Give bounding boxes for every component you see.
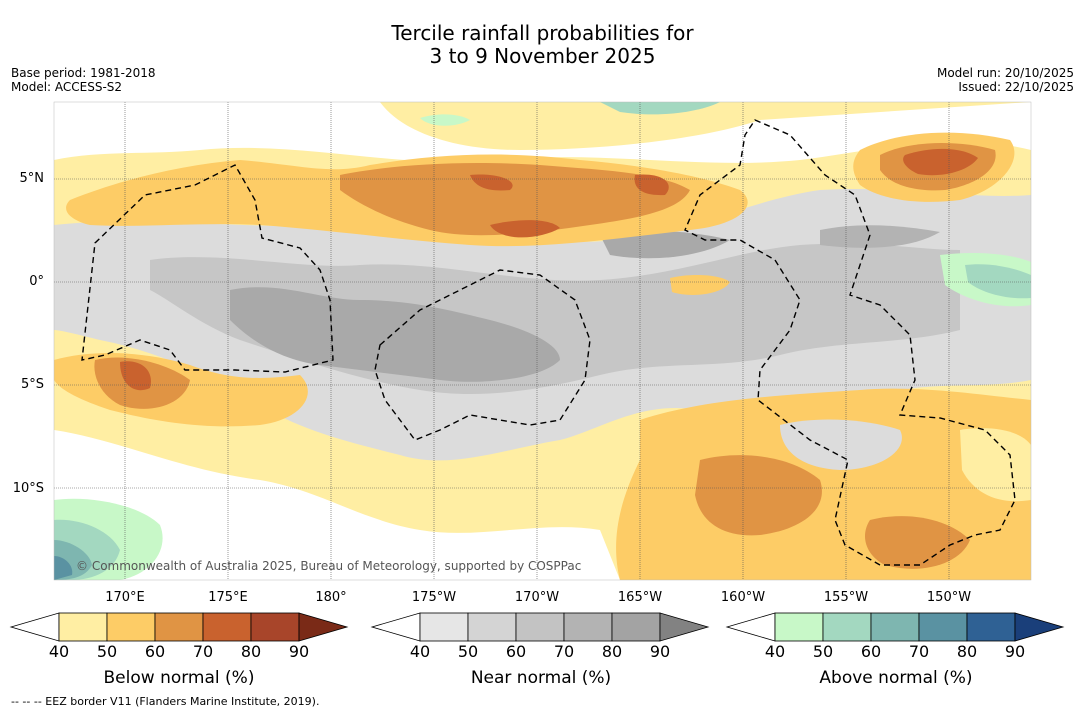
gridlines: [54, 102, 1031, 580]
map-frame: [53, 101, 1032, 581]
lat-label-5s: 5°S: [20, 377, 44, 392]
legend-swatch-high: [659, 612, 710, 642]
meta-right: Model run: 20/10/2025 Issued: 22/10/2025: [937, 66, 1074, 94]
legend-tick-label: 80: [240, 642, 262, 661]
title-line-1: Tercile rainfall probabilities for: [391, 21, 694, 45]
legend-tick-label: 70: [192, 642, 214, 661]
legend-title-below-normal: Below normal (%): [103, 668, 255, 688]
legend-tick-label: 40: [764, 642, 786, 661]
model-label: Model: ACCESS-S2: [11, 80, 123, 94]
copyright-text: © Commonwealth of Australia 2025, Bureau…: [76, 559, 581, 573]
field-below-normal-patch: [670, 274, 730, 295]
legend-tick-label: 60: [144, 642, 166, 661]
field-below-normal-se-70-b: [865, 516, 970, 569]
legend-tick-label: 50: [812, 642, 834, 661]
field-above-normal-n: [600, 102, 720, 115]
colorbar-above-normal: [725, 612, 1065, 642]
eez-borders: [81, 119, 1016, 566]
legend-swatch: [467, 612, 517, 642]
legend-tick-label: 60: [860, 642, 882, 661]
eez-footnote: -- -- -- EEZ border V11 (Flanders Marine…: [11, 695, 320, 708]
field-above-normal-e-60: [965, 264, 1031, 299]
legend-swatch: [202, 612, 252, 642]
meta-left: Base period: 1981-2018 Model: ACCESS-S2: [11, 66, 156, 94]
legend-tick-label: 60: [505, 642, 527, 661]
legend-tick-label: 50: [96, 642, 118, 661]
legend-tick-label: 40: [409, 642, 431, 661]
legend-swatch: [774, 612, 824, 642]
lon-label-155w: 155°W: [823, 590, 869, 605]
lat-label-0: 0°: [29, 274, 44, 289]
field-below-normal-se-70: [695, 455, 822, 536]
lon-label-170w: 170°W: [514, 590, 560, 605]
colorbar-below-normal: [9, 612, 349, 642]
field-near-normal-70-b: [600, 230, 730, 259]
legend-swatch: [250, 612, 300, 642]
field-below-normal-ne-80: [903, 148, 978, 176]
legend-swatch: [611, 612, 661, 642]
legend-tick-label: 70: [908, 642, 930, 661]
issued-label: Issued: 22/10/2025: [958, 80, 1074, 94]
field-above-normal-n-b: [420, 114, 470, 126]
map-title: Tercile rainfall probabilities for 3 to …: [0, 22, 1085, 68]
legend-tick-label: 70: [553, 642, 575, 661]
field-below-normal-80-north-b: [634, 174, 669, 196]
legend-swatch-low: [725, 612, 776, 642]
legend-swatch-high: [1014, 612, 1065, 642]
field-near-normal-se: [780, 419, 902, 470]
field-white-north: [54, 102, 1031, 163]
legend-swatch-high: [298, 612, 349, 642]
legend-tick-label: 50: [457, 642, 479, 661]
field-white-south: [54, 430, 620, 580]
legend-tick-label: 80: [601, 642, 623, 661]
field-near-normal-70-c: [820, 225, 940, 248]
lon-label-170e: 170°E: [105, 590, 145, 605]
legend-swatch: [419, 612, 469, 642]
legend-tick-label: 90: [288, 642, 310, 661]
legend-swatch: [58, 612, 108, 642]
lon-label-150w: 150°W: [926, 590, 972, 605]
colorbar-near-normal: [370, 612, 710, 642]
legend-title-above-normal: Above normal (%): [819, 668, 973, 688]
lat-label-10s: 10°S: [12, 481, 44, 496]
lon-label-180: 180°: [315, 590, 347, 605]
legend-tick-label: 90: [649, 642, 671, 661]
legend-swatch: [966, 612, 1016, 642]
lon-label-175w: 175°W: [411, 590, 457, 605]
field-below-normal-80-north-c: [490, 220, 560, 238]
lon-label-165w: 165°W: [617, 590, 663, 605]
legend-swatch: [918, 612, 968, 642]
legend-swatch: [822, 612, 872, 642]
lat-label-5n: 5°N: [19, 171, 45, 186]
probability-field: [54, 102, 1031, 580]
field-below-normal-se: [616, 388, 1031, 580]
legend-tick-label: 80: [956, 642, 978, 661]
legend-swatch: [154, 612, 204, 642]
legend-swatch: [563, 612, 613, 642]
lon-label-175e: 175°E: [208, 590, 248, 605]
legend-title-near-normal: Near normal (%): [470, 668, 612, 688]
legend-swatch-low: [9, 612, 60, 642]
base-period-label: Base period: 1981-2018: [11, 66, 156, 80]
model-run-label: Model run: 20/10/2025: [936, 66, 1074, 80]
field-near-normal-70: [230, 287, 560, 382]
legend-swatch-low: [370, 612, 421, 642]
lon-label-160w: 160°W: [720, 590, 766, 605]
field-below-normal-70-north: [340, 163, 690, 236]
legend-swatch: [106, 612, 156, 642]
legend-tick-label: 90: [1004, 642, 1026, 661]
legend-swatch: [870, 612, 920, 642]
field-below-normal-sw-80: [120, 361, 151, 391]
title-line-2: 3 to 9 November 2025: [429, 44, 656, 68]
legend-tick-label: 40: [48, 642, 70, 661]
field-below-normal-80-north-a: [470, 174, 513, 191]
field-above-normal-sw-80: [54, 556, 73, 580]
legend-swatch: [515, 612, 565, 642]
